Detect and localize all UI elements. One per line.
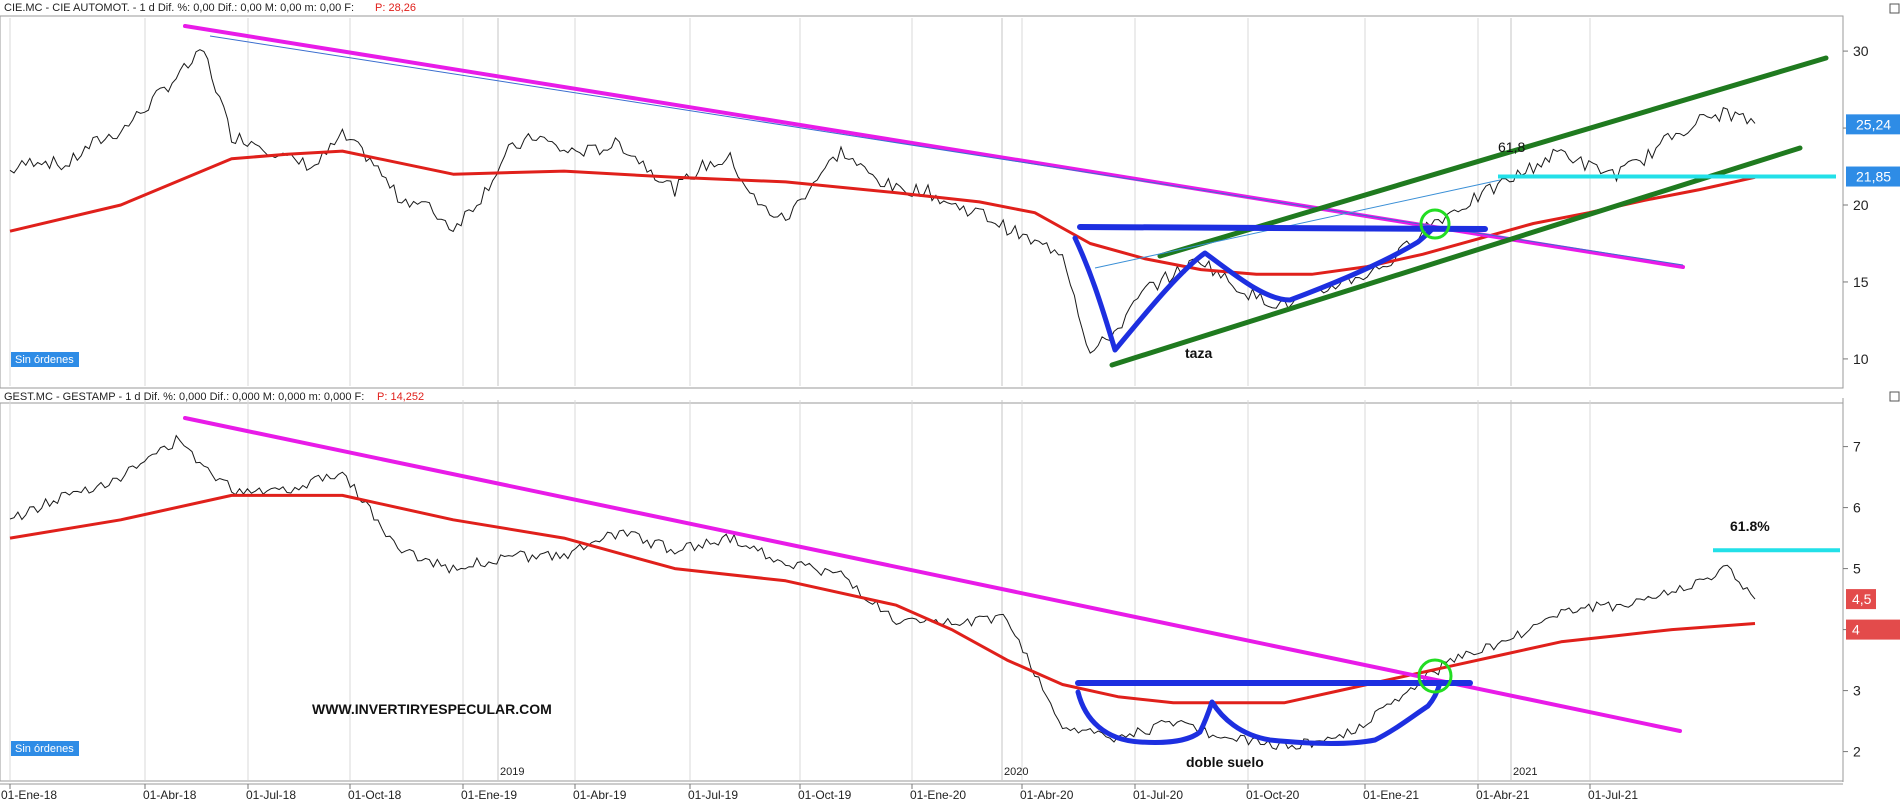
date-tick-label: 01-Oct-19 [798, 788, 852, 802]
moving-average-line [9, 493, 1756, 705]
fib-label: 61,8 [1498, 139, 1525, 155]
year-label: 2019 [500, 766, 524, 778]
price-badge-background [1846, 589, 1876, 610]
date-tick-label: 01-Abr-20 [1020, 788, 1074, 802]
top-plot-area[interactable] [0, 15, 1844, 389]
price-badge-value: 4 [1852, 622, 1860, 638]
date-tick-label: 01-Ene-18 [1, 788, 57, 802]
moving-average-line [9, 149, 1756, 276]
year-label: 2020 [1004, 766, 1028, 778]
top-orders-background [11, 352, 79, 367]
date-tick-label: 01-Jul-18 [246, 788, 296, 802]
price-badge: 21,85 [1846, 166, 1900, 187]
price-badge-background [1846, 114, 1900, 135]
date-tick-label: 01-Jul-19 [688, 788, 738, 802]
price-tick-label: 5 [1853, 561, 1861, 577]
bottom-price-label: P: 14,252 [377, 391, 424, 403]
price-tick-label: 15 [1853, 274, 1869, 290]
date-axis: 01-Ene-18 01-Abr-18 01-Jul-18 01-Oct-18 01-E… [0, 783, 1843, 802]
price-badge: 4 [1846, 619, 1900, 640]
bottom-grid: 2019 2020 2021 [9, 400, 1591, 780]
price-badge: 25,24 [1846, 114, 1900, 135]
breakout-circle [1417, 658, 1453, 694]
cup-label: taza [1185, 345, 1212, 361]
top-price-axis: 1015202530 [1842, 16, 1869, 388]
price-tick-label: 10 [1853, 351, 1869, 367]
top-orders-badge[interactable]: Sin órdenes [11, 352, 79, 367]
bottom-orders-label: Sin órdenes [15, 743, 74, 755]
price-badge-value: 4,5 [1852, 591, 1872, 607]
date-tick-label: 01-Abr-21 [1476, 788, 1530, 802]
price-tick-label: 6 [1853, 500, 1861, 516]
price-series [9, 49, 1756, 354]
date-tick-label: 01-Abr-19 [573, 788, 627, 802]
top-orders-label: Sin órdenes [15, 354, 74, 366]
cup-pattern [1072, 225, 1436, 353]
date-tick-label: 01-Ene-20 [910, 788, 966, 802]
bottom-orders-background [11, 741, 79, 756]
top-price-label: P: 28,26 [375, 2, 416, 14]
date-tick-label: 01-Oct-18 [348, 788, 402, 802]
price-tick-label: 3 [1853, 683, 1861, 699]
date-tick-label: 01-Jul-20 [1133, 788, 1183, 802]
pattern-label: doble suelo [1186, 754, 1264, 770]
top-panel: 1015202530 CIE.MC - CIE AUTOMOT. - 1 d D… [0, 2, 1900, 389]
top-maximize-button[interactable] [1889, 3, 1900, 14]
price-badge-background [1846, 619, 1900, 640]
price-badge: 4,5 [1846, 589, 1876, 610]
price-tick-label: 20 [1853, 197, 1869, 213]
breakout-circle [1419, 208, 1451, 240]
date-tick-label: 01-Ene-19 [461, 788, 517, 802]
top-header: CIE.MC - CIE AUTOMOT. - 1 d Dif. %: 0,00… [4, 2, 354, 14]
bottom-plot: doble suelo 61.8% WWW.INVERTIRYESPECULAR.C… [9, 416, 1900, 770]
top-plot: taza 61,8 25,24 21,85 [9, 24, 1900, 368]
bottom-orders-badge[interactable]: Sin órdenes [11, 741, 79, 756]
date-tick-label: 01-Jul-21 [1588, 788, 1638, 802]
bottom-maximize-button[interactable] [1889, 391, 1900, 402]
date-tick-label: 01-Oct-20 [1246, 788, 1300, 802]
bottom-plot-area[interactable] [0, 402, 1844, 782]
channel-thin-line [1094, 179, 1501, 269]
double-bottom-pattern [1075, 680, 1443, 746]
date-tick-label: 01-Abr-18 [143, 788, 197, 802]
price-badge-value: 25,24 [1856, 116, 1891, 132]
downtrend-line [183, 416, 1682, 733]
price-badge-background [1846, 166, 1900, 187]
date-tick-label: 01-Ene-21 [1363, 788, 1419, 802]
website-label: WWW.INVERTIRYESPECULAR.COM [312, 701, 552, 717]
fib-label: 61.8% [1730, 518, 1770, 534]
price-tick-label: 7 [1853, 439, 1861, 455]
channel-upper-line [1157, 55, 1829, 259]
bottom-panel: 2019 2020 2021 2 3 4 5 6 7 GEST.MC - GESTAMP - … [0, 391, 1900, 782]
price-tick-label: 2 [1853, 744, 1861, 760]
neckline [1077, 224, 1488, 232]
price-badge-value: 21,85 [1856, 169, 1891, 185]
price-tick-label: 30 [1853, 43, 1869, 59]
channel-lower-line [1109, 145, 1803, 368]
bottom-header: GEST.MC - GESTAMP - 1 d Dif. %: 0,000 Di… [4, 391, 364, 403]
price-series [9, 434, 1756, 751]
year-label: 2021 [1513, 766, 1537, 778]
